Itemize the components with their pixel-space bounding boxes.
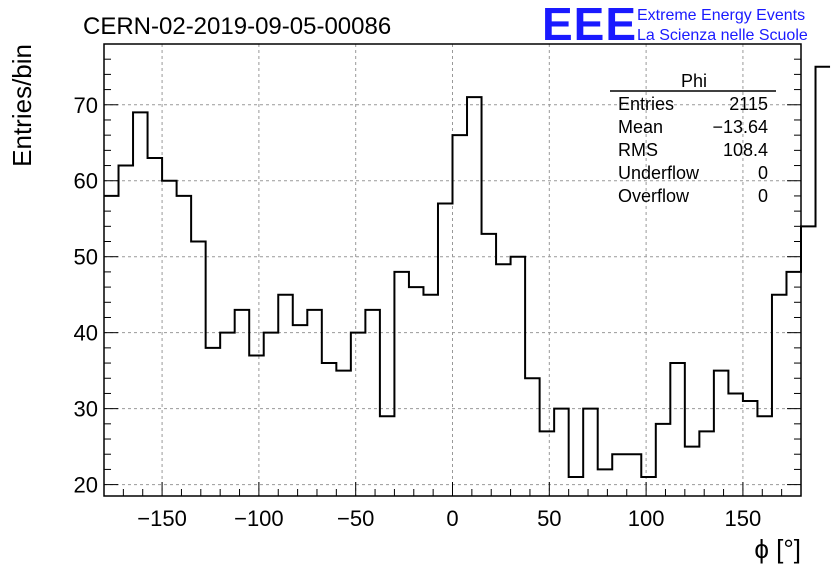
logo-line-1: Extreme Energy Events <box>637 7 805 24</box>
stats-value-entries: 2115 <box>729 94 768 114</box>
logo-line-2: La Scienza nelle Scuole <box>637 27 808 44</box>
histogram-series <box>104 65 831 479</box>
y-axis-label: Entries/bin <box>7 44 37 167</box>
stats-label-rms: RMS <box>618 140 658 160</box>
x-tick-label-1: −100 <box>234 506 284 531</box>
y-tick-labels: 20 30 40 50 60 70 <box>74 93 98 498</box>
x-tick-label-0: −150 <box>137 506 187 531</box>
stats-label-underflow: Underflow <box>618 163 700 183</box>
stats-value-rms: 108.4 <box>723 140 768 160</box>
x-tick-labels: −150 −100 −50 0 50 100 150 <box>137 506 761 531</box>
stats-title: Phi <box>681 71 707 91</box>
y-tick-label-1: 30 <box>74 397 98 422</box>
y-tick-label-0: 20 <box>74 473 98 498</box>
axis-ticks <box>103 58 802 496</box>
x-axis-label: ϕ [°] <box>754 534 801 564</box>
stats-label-mean: Mean <box>618 117 663 137</box>
x-tick-label-3: 0 <box>446 506 458 531</box>
logo-mark: EEE <box>542 0 637 50</box>
y-tick-label-3: 50 <box>74 245 98 270</box>
stats-label-overflow: Overflow <box>618 186 690 206</box>
y-tick-label-5: 70 <box>74 93 98 118</box>
stats-value-overflow: 0 <box>758 186 768 206</box>
y-tick-label-2: 40 <box>74 321 98 346</box>
stats-value-mean: −13.64 <box>712 117 768 137</box>
stats-box: Phi Entries 2115 Mean −13.64 RMS 108.4 U… <box>610 71 776 206</box>
stats-label-entries: Entries <box>618 94 674 114</box>
x-tick-label-5: 100 <box>628 506 665 531</box>
eee-logo: EEE Extreme Energy Events La Scienza nel… <box>542 0 808 50</box>
grid-lines <box>104 44 801 496</box>
x-tick-label-2: −50 <box>337 506 374 531</box>
x-tick-label-6: 150 <box>725 506 762 531</box>
chart-title: CERN-02-2019-09-05-00086 <box>83 13 391 40</box>
x-tick-label-4: 50 <box>537 506 561 531</box>
stats-value-underflow: 0 <box>758 163 768 183</box>
y-tick-label-4: 60 <box>74 169 98 194</box>
